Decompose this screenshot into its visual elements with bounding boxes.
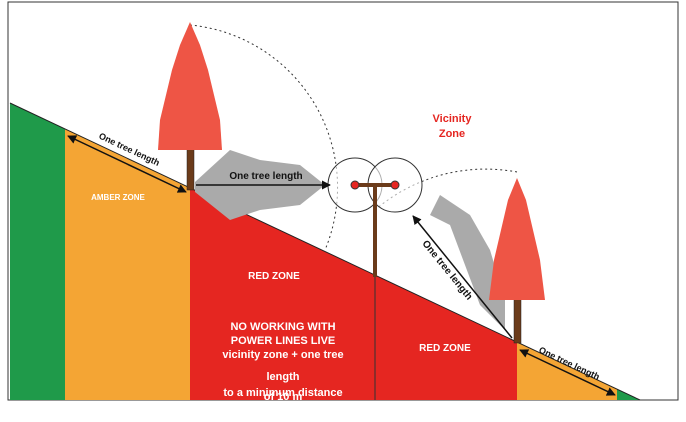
warning-line: POWER LINES LIVE (231, 335, 336, 347)
page: {"labels": { "vicinity_zone": ["Vicinity… (0, 0, 686, 422)
vicinity-label: Vicinity (433, 113, 473, 125)
diagram: Vicinity Zone One tree length AMBER ZONE… (0, 0, 686, 422)
zone-label: AMBER ZONE (91, 193, 145, 202)
tree-trunk (514, 295, 521, 343)
warning-line: vicinity zone + one tree (222, 349, 343, 361)
measure-label: One tree length (229, 171, 302, 182)
vicinity-label: Zone (439, 128, 465, 140)
warning-line: of 10 m (264, 391, 303, 403)
zone-label: AMBER ZONE (539, 401, 593, 410)
zone-label: RED ZONE (419, 343, 471, 354)
green-zone (10, 103, 65, 400)
warning-line: NO WORKING WITH (230, 321, 335, 333)
warning-line: length (267, 371, 300, 383)
conductor (351, 181, 359, 189)
conductor (391, 181, 399, 189)
tree-trunk (187, 145, 194, 190)
zone-label: RED ZONE (248, 271, 300, 282)
